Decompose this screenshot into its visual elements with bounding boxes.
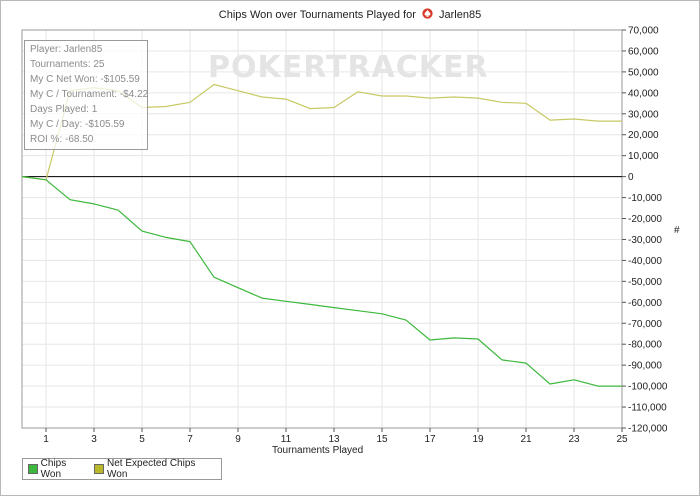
- x-tick-label: 19: [472, 434, 484, 445]
- y-tick-label: 30,000: [628, 109, 659, 120]
- legend-item-net-expected[interactable]: Net Expected Chips Won: [94, 458, 214, 480]
- infobox-days-played: Days Played: 1: [30, 104, 98, 115]
- infobox-net-won: My C Net Won: -$105.59: [30, 74, 140, 85]
- x-tick-label: 1: [43, 434, 49, 445]
- y-tick-label: -90,000: [628, 361, 662, 372]
- legend-swatch-net-expected: [94, 464, 104, 474]
- y-tick-label: -50,000: [628, 277, 662, 288]
- y-tick-label: 50,000: [628, 67, 659, 78]
- x-tick-label: 13: [328, 434, 340, 445]
- series-line-chips-won: [21, 176, 622, 387]
- y-tick-label: -120,000: [628, 424, 668, 435]
- y-tick-label: -30,000: [628, 235, 662, 246]
- y-tick-label: -20,000: [628, 214, 662, 225]
- infobox-player: Player: Jarlen85: [30, 44, 103, 55]
- y-tick-label: -80,000: [628, 340, 662, 351]
- x-tick-label: 15: [376, 434, 388, 445]
- y-tick-label: 20,000: [628, 130, 659, 141]
- infobox-per-day: My C / Day: -$105.59: [30, 119, 125, 130]
- y-tick-label: -10,000: [628, 193, 662, 204]
- x-tick-label: 21: [520, 434, 532, 445]
- spade-icon: [422, 8, 433, 19]
- y-tick-label: 60,000: [628, 46, 659, 57]
- y-axis-label: #: [674, 225, 680, 236]
- y-tick-label: -40,000: [628, 256, 662, 267]
- chart-legend: Chips Won Net Expected Chips Won: [22, 458, 222, 480]
- x-tick-label: 7: [187, 434, 193, 445]
- x-tick-label: 9: [235, 434, 241, 445]
- y-tick-label: -110,000: [628, 403, 667, 414]
- chart-title-prefix: Chips Won over Tournaments Played for: [218, 9, 416, 21]
- x-tick-label: 11: [281, 434, 292, 445]
- x-tick-label: 3: [91, 434, 97, 445]
- pokertracker-watermark: POKERTRACKER: [208, 50, 489, 85]
- infobox-per-tournament: My C / Tournament: -$4.22: [30, 89, 149, 100]
- y-tick-label: 70,000: [628, 26, 659, 37]
- chart-title: Chips Won over Tournaments Played for Ja…: [0, 8, 700, 21]
- legend-label-net-expected: Net Expected Chips Won: [107, 458, 196, 480]
- chart-title-player: Jarlen85: [439, 9, 482, 21]
- y-tick-label: 0: [628, 172, 634, 183]
- y-tick-label: -70,000: [628, 319, 662, 330]
- legend-label-chips-won: Chips Won: [40, 458, 67, 480]
- legend-swatch-chips-won: [28, 464, 38, 474]
- y-tick-label: 10,000: [628, 151, 659, 162]
- y-tick-label: 40,000: [628, 88, 659, 99]
- y-tick-label: -100,000: [628, 382, 668, 393]
- y-tick-label: -60,000: [628, 298, 662, 309]
- stats-infobox: Player: Jarlen85 Tournaments: 25 My C Ne…: [24, 40, 148, 150]
- x-tick-label: 25: [616, 434, 628, 445]
- legend-item-chips-won[interactable]: Chips Won: [28, 458, 87, 480]
- infobox-tournaments: Tournaments: 25: [30, 59, 105, 70]
- x-tick-label: 23: [568, 434, 580, 445]
- x-tick-label: 17: [424, 434, 436, 445]
- x-tick-label: 5: [139, 434, 145, 445]
- infobox-roi: ROI %: -68.50: [30, 134, 94, 145]
- plot-border: [21, 29, 623, 429]
- x-axis-label: Tournaments Played: [272, 445, 364, 456]
